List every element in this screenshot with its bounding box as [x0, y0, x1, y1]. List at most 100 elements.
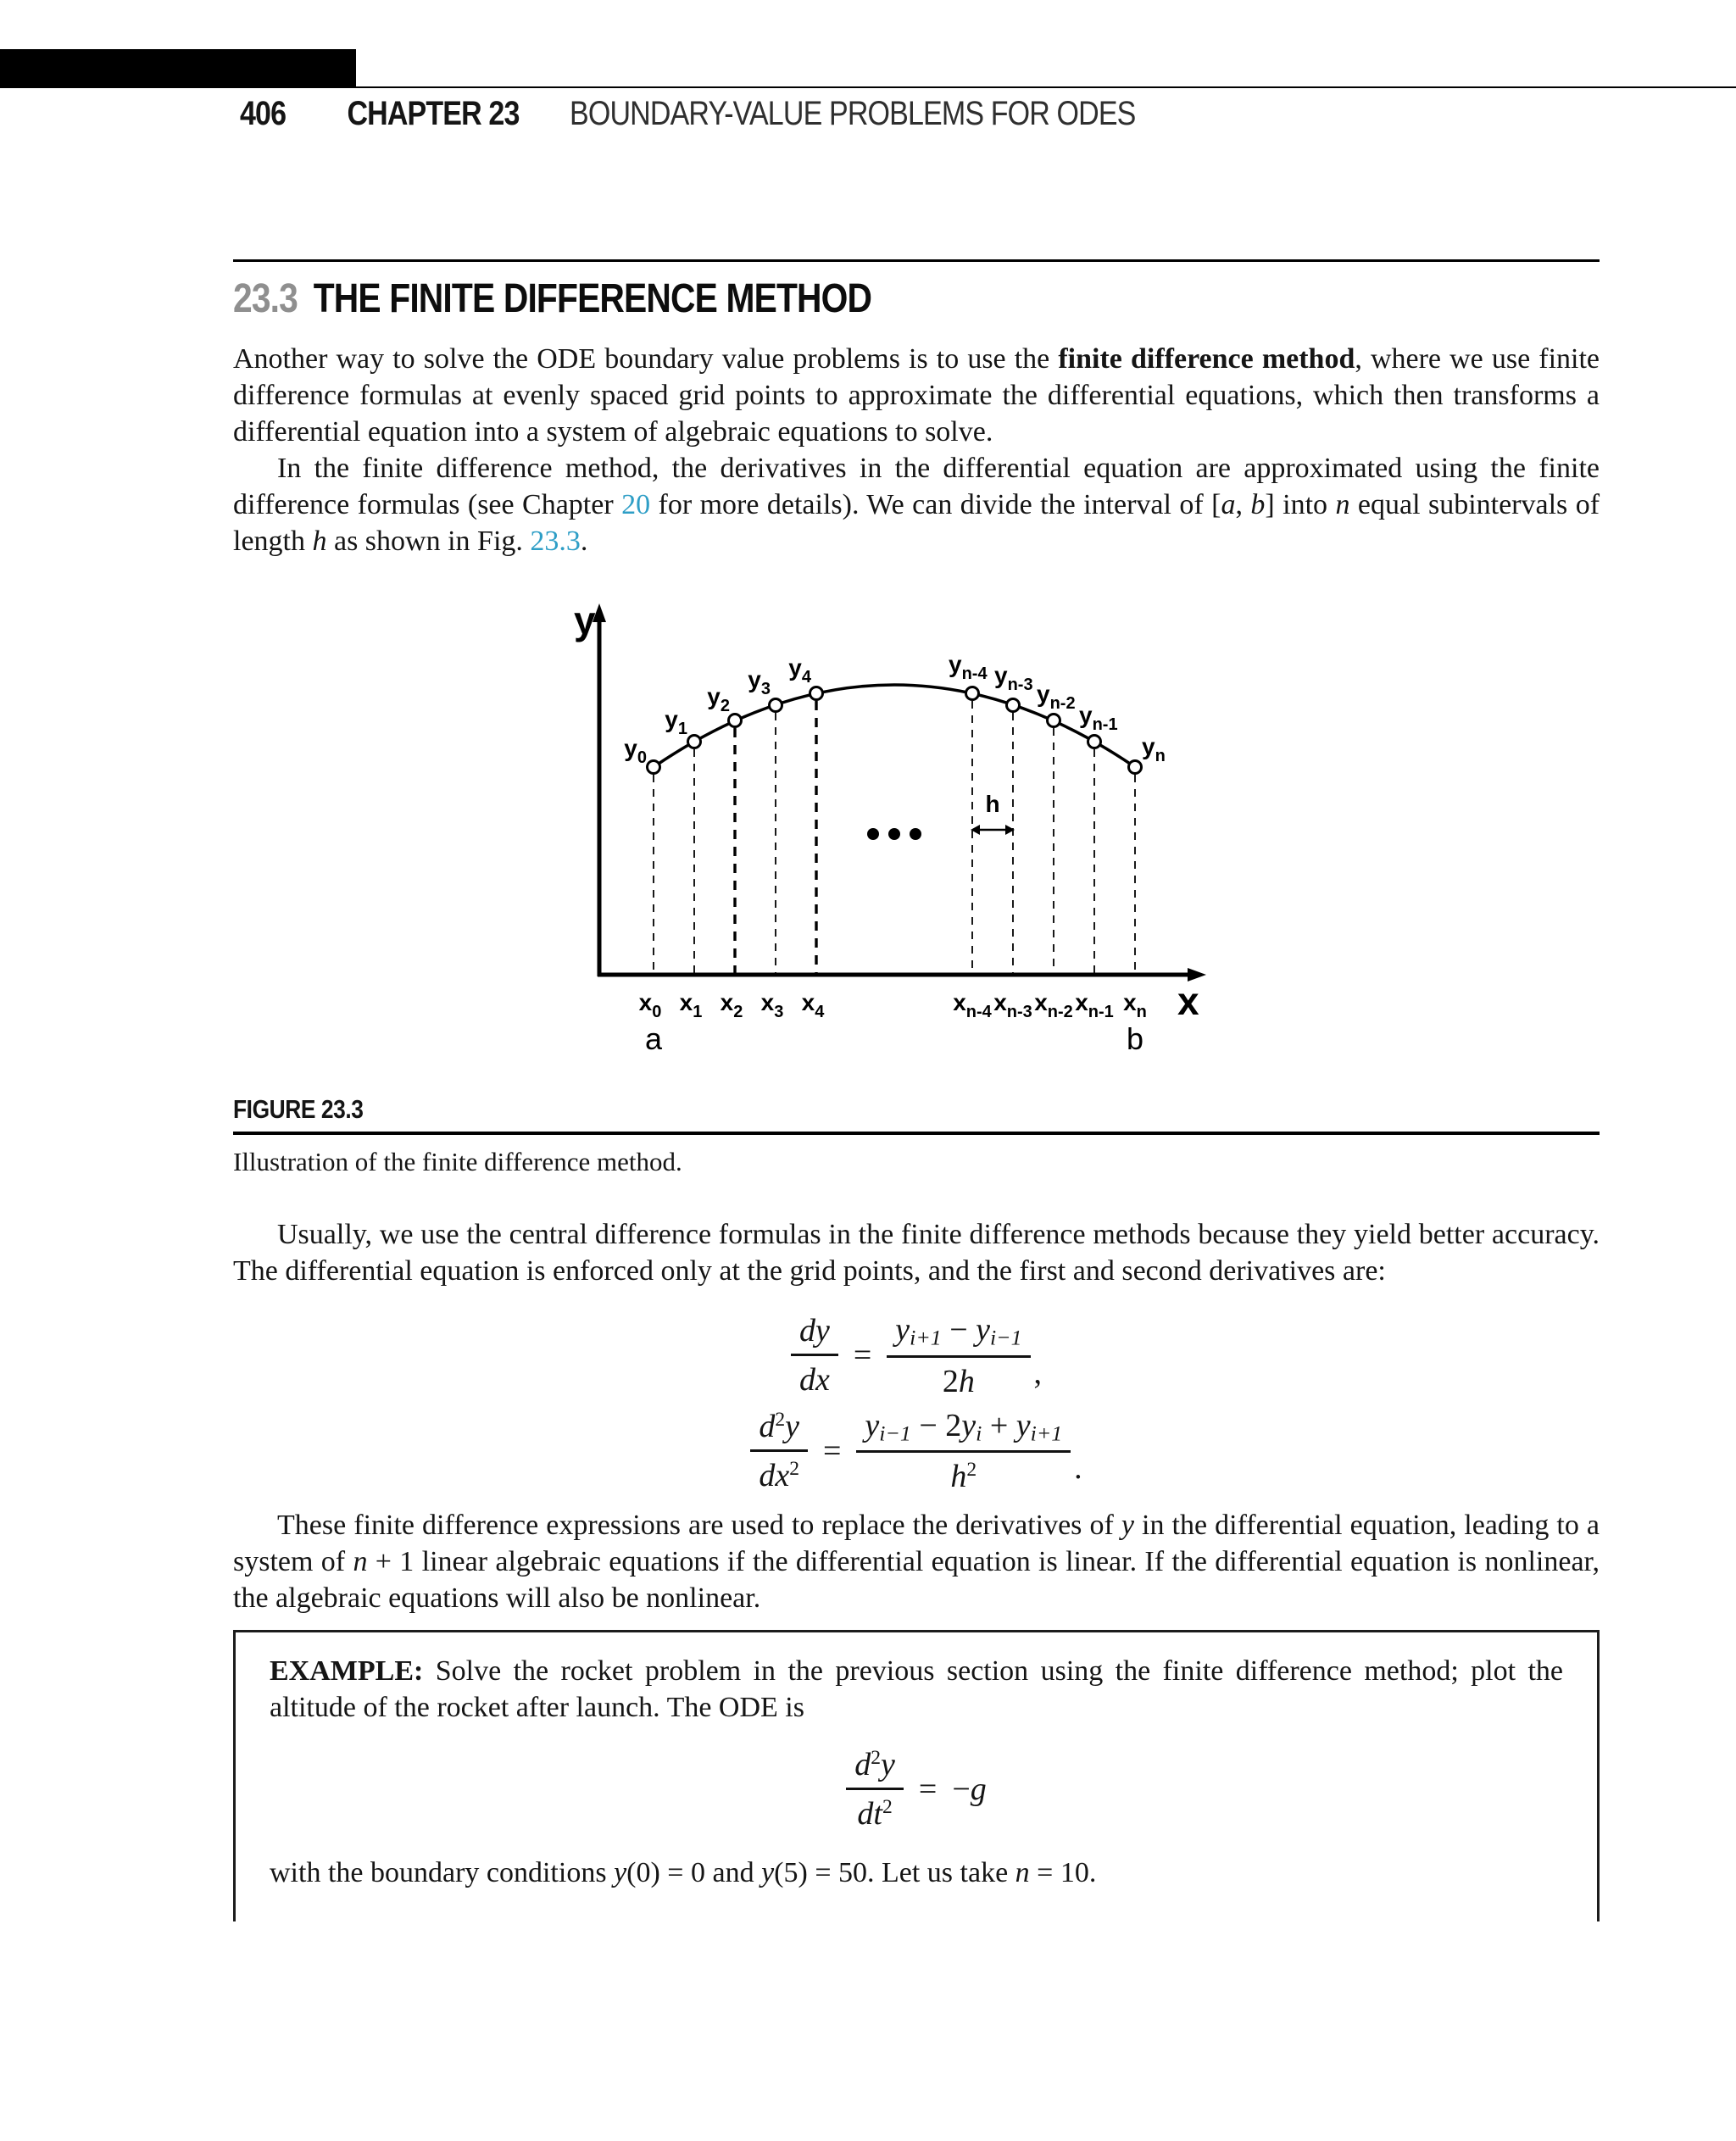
- section-number: 23.3: [233, 276, 298, 321]
- rocket-ode-equation: d2y dt2 = −g: [270, 1746, 1563, 1832]
- text-token: with the boundary conditions: [270, 1857, 615, 1889]
- equals-sign: =: [918, 1771, 938, 1808]
- text-token: in the differential equation, leading to…: [233, 1510, 1600, 1578]
- text-token: i+1: [1030, 1421, 1063, 1446]
- text-token: (0) = 0 and: [626, 1857, 762, 1889]
- example-boundary-conditions: with the boundary conditions y(0) = 0 an…: [270, 1855, 1563, 1891]
- x-axis: x: [598, 968, 1206, 1023]
- fraction-lhs: dy dx: [790, 1312, 838, 1399]
- y-axis: y: [574, 598, 606, 976]
- text-token: a: [1221, 489, 1236, 520]
- text-token: b: [1250, 489, 1266, 520]
- solution-curve: [653, 683, 1136, 769]
- text-token: h: [958, 1363, 975, 1399]
- text-token: y: [761, 1857, 775, 1889]
- svg-text:x: x: [1177, 979, 1199, 1023]
- svg-text:yn-1: yn-1: [1079, 702, 1118, 734]
- text-token: 2: [882, 1796, 893, 1819]
- interval-a-label: a: [645, 1021, 663, 1056]
- svg-text:xn: xn: [1123, 989, 1147, 1021]
- svg-text:xn-3: xn-3: [993, 989, 1032, 1021]
- text-token: as shown in Fig.: [326, 526, 531, 557]
- text-token: x: [775, 1458, 790, 1493]
- example-box: EXAMPLE: Solve the rocket problem in the…: [233, 1630, 1600, 1922]
- text-token: −: [941, 1312, 976, 1348]
- text-token: y: [865, 1407, 880, 1443]
- svg-text:h: h: [985, 791, 999, 817]
- svg-text:yn-3: yn-3: [994, 662, 1033, 694]
- central-difference-equations: dy dx = yi+1 − yi−1 2h , d2y dx2 = yi−1 − 2…: [233, 1311, 1600, 1495]
- finite-difference-figure: y0 y1 y2 y3 y4 yn-4 yn-3 yn-2 yn-1 yn: [574, 598, 1206, 1056]
- text-token: t: [873, 1796, 882, 1832]
- svg-text:y4: y4: [788, 654, 812, 687]
- text-token: 2: [789, 1458, 799, 1481]
- figure-label: FIGURE 23.3: [233, 1094, 364, 1124]
- cross-reference-link[interactable]: 20: [621, 489, 651, 520]
- text-token: n: [1335, 489, 1350, 520]
- figure-caption-text: Illustration of the finite difference me…: [233, 1147, 682, 1176]
- text-token: i−1: [879, 1421, 911, 1446]
- cross-reference-link[interactable]: 23.3: [530, 526, 581, 557]
- text-token: In the finite difference method, the der…: [233, 453, 1600, 520]
- svg-text:xn-4: xn-4: [953, 989, 992, 1021]
- text-token: h: [950, 1459, 967, 1495]
- svg-text:xn-2: xn-2: [1034, 989, 1073, 1021]
- svg-text:x4: x4: [802, 989, 826, 1021]
- text-token: dx: [798, 1362, 830, 1399]
- first-derivative-equation: dy dx = yi+1 − yi−1 2h ,: [233, 1311, 1600, 1400]
- chapter-title: BOUNDARY-VALUE PROBLEMS FOR ODES: [570, 95, 1136, 132]
- text-token: h: [312, 526, 327, 557]
- text-token: − 2: [910, 1407, 962, 1443]
- section-title: THE FINITE DIFFERENCE METHOD: [313, 276, 872, 321]
- equals-sign: =: [822, 1433, 842, 1469]
- text-token: Usually, we use the central difference f…: [233, 1219, 1600, 1287]
- grid-point-markers: [646, 686, 1143, 775]
- svg-text:x0: x0: [639, 989, 662, 1021]
- svg-text:y1: y1: [665, 706, 687, 738]
- chapter-label: CHAPTER 23: [347, 95, 520, 132]
- y-point-labels: y0 y1 y2 y3 y4 yn-4 yn-3 yn-2 yn-1 yn: [624, 651, 1166, 767]
- equals-sign: =: [853, 1337, 872, 1374]
- section-heading: 23.3 THE FINITE DIFFERENCE METHOD: [233, 275, 872, 322]
- section-top-rule: [233, 259, 1600, 262]
- text-token: y: [1015, 1407, 1031, 1443]
- text-token: 2: [871, 1747, 882, 1770]
- text-token: Solve the rocket problem in the previous…: [270, 1655, 1563, 1724]
- text-token: + 1 linear algebraic equations if the di…: [233, 1546, 1600, 1615]
- svg-text:xn-1: xn-1: [1075, 989, 1114, 1021]
- interval-b-label: b: [1127, 1021, 1143, 1056]
- paragraph-these: These finite difference expressions are …: [233, 1507, 1600, 1616]
- x-point-labels: x0 x1 x2 x3 x4 xn-4 xn-3 xn-2 xn-1 xn a …: [639, 989, 1147, 1056]
- svg-text:yn-2: yn-2: [1037, 681, 1076, 713]
- equation-rhs: −g: [952, 1771, 986, 1808]
- paragraph-method: In the finite difference method, the der…: [233, 450, 1600, 559]
- fraction-lhs: d2y dt2: [846, 1746, 904, 1832]
- text-token: y: [961, 1407, 976, 1443]
- text-token: y: [976, 1312, 990, 1348]
- svg-text:y: y: [574, 598, 596, 642]
- paragraph-usually: Usually, we use the central difference f…: [233, 1216, 1600, 1289]
- figure-caption-block: FIGURE 23.3 Illustration of the finite d…: [233, 1094, 1600, 1177]
- header-rule: [0, 86, 1736, 88]
- text-token: i−1: [990, 1325, 1022, 1350]
- example-statement: EXAMPLE: Solve the rocket problem in the…: [270, 1653, 1563, 1726]
- text-token: d: [759, 1458, 776, 1493]
- text-token: equal subintervals of length: [233, 489, 1600, 557]
- text-token: g: [970, 1771, 987, 1808]
- text-token: 2: [775, 1409, 786, 1432]
- text-token: n: [1015, 1857, 1030, 1889]
- page-content: 23.3 THE FINITE DIFFERENCE METHOD Another…: [233, 0, 1600, 1922]
- text-token: d: [857, 1796, 874, 1832]
- equation-punctuation: ,: [1033, 1354, 1043, 1391]
- text-token: ] into: [1265, 489, 1336, 520]
- h-spacing-arrow: h: [971, 791, 1015, 835]
- text-token: These finite difference expressions are …: [277, 1510, 1121, 1542]
- ellipsis-dots: [867, 828, 921, 840]
- figure-caption-rule: [233, 1132, 1600, 1135]
- text-token: 2: [966, 1459, 977, 1482]
- text-token: .: [580, 526, 588, 557]
- running-header: 406 CHAPTER 23 BOUNDARY-VALUE PROBLEMS FOR…: [240, 95, 1136, 133]
- equation-punctuation: .: [1074, 1450, 1082, 1487]
- text-token: 2: [942, 1363, 959, 1399]
- text-token: i: [976, 1421, 982, 1446]
